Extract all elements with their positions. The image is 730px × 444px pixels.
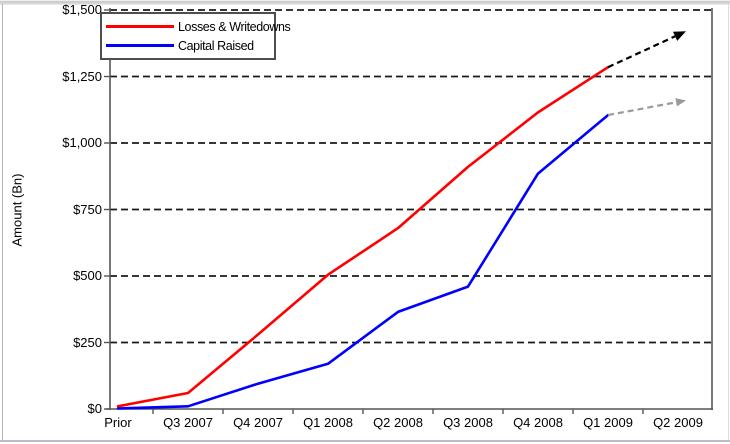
projection-line-0 [607,35,676,69]
y-tick-label-1250: $1,250 [62,68,102,84]
projection-arrowhead-0 [672,31,686,41]
y-tick-label-0: $0 [87,401,102,416]
legend-item-losses: Losses & Writedowns [106,17,291,36]
window-edge-left [2,4,3,440]
losses-line-swatch [106,25,174,28]
window-edge-top [0,0,730,5]
x-category-label-3: Q1 2008 [303,415,353,430]
legend: Losses & Writedowns Capital Raised [100,12,291,60]
legend-label-capital: Capital Raised [178,38,254,53]
x-category-label-8: Q2 2009 [653,415,703,430]
series-line-capital [116,113,610,410]
x-category-label-2: Q4 2007 [233,415,283,430]
window-edge-bottom [0,440,730,442]
y-tick-label-500: $500 [73,268,102,283]
x-category-label-1: Q3 2007 [163,415,213,430]
x-category-label-7: Q1 2009 [583,415,633,430]
projection-arrowhead-1 [675,98,686,107]
projection-line-1 [607,101,677,117]
x-category-label-4: Q2 2008 [373,415,423,430]
x-category-label-0: Prior [104,415,132,430]
series-line-losses [116,65,610,408]
y-tick-label-250: $250 [73,334,102,350]
y-tick-label-1000: $1,000 [62,135,102,150]
x-category-label-6: Q4 2008 [513,415,563,430]
y-tick-label-1500: $1,500 [62,2,102,17]
capital-line-swatch [106,44,174,47]
window-edge-right [728,4,729,440]
y-tick-label-750: $750 [73,201,102,217]
legend-item-capital: Capital Raised [106,36,270,55]
x-category-label-5: Q3 2008 [443,415,493,430]
y-axis-title: Amount (Bn) [9,173,25,247]
legend-label-losses: Losses & Writedowns [178,19,291,34]
